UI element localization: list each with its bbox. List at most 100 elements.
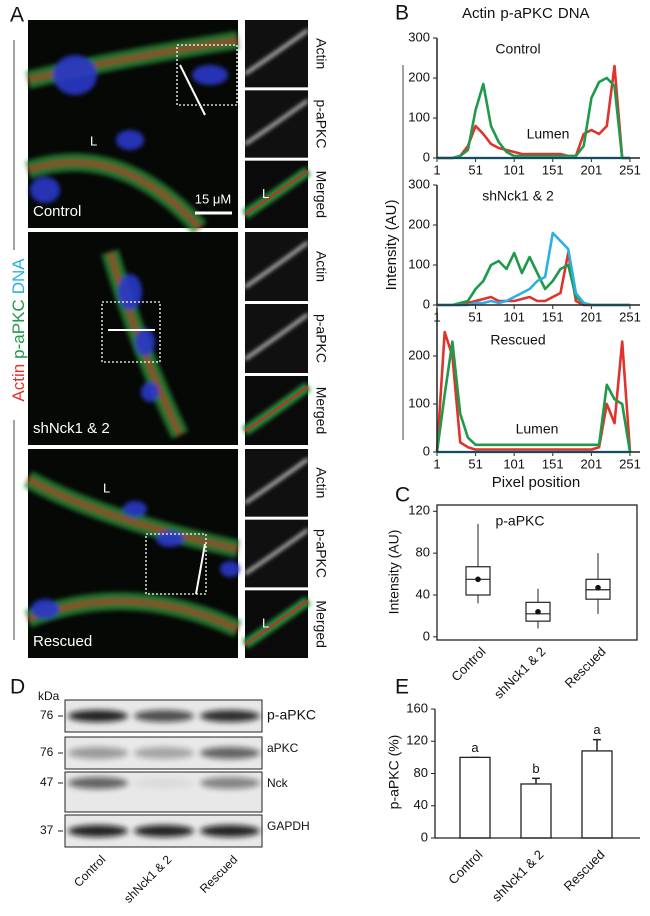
- nucleus: [116, 130, 144, 150]
- x-tick-label: 101: [503, 162, 525, 177]
- inset-signal: [244, 385, 309, 433]
- y-tick-label: 300: [408, 176, 430, 191]
- roi-box: [101, 301, 161, 363]
- significance-letter: a: [471, 740, 479, 755]
- blot-label: Nck: [267, 776, 289, 790]
- bar: [581, 750, 613, 839]
- x-tick-label: 151: [542, 162, 564, 177]
- y-tick-label: 0: [423, 149, 430, 164]
- nucleus: [123, 501, 147, 517]
- legend-entry: DNA: [558, 5, 590, 22]
- x-tick-label: 251: [619, 309, 641, 324]
- inset-lumen-label: L: [262, 186, 269, 201]
- mean: [475, 576, 481, 583]
- y-tick-label: 0: [423, 296, 430, 311]
- annotation: Lumen: [516, 421, 559, 437]
- y-tick-label: 0: [421, 829, 428, 844]
- y-tick-label: 120: [406, 733, 428, 748]
- x-tick-label: 201: [581, 309, 603, 324]
- channel-label: Actin: [313, 251, 329, 282]
- x-tick-label: 201: [581, 456, 603, 471]
- nucleus: [31, 599, 59, 619]
- legend-entry: p-aPKC: [500, 5, 553, 22]
- y-tick-label: 100: [408, 395, 430, 410]
- legend-entry: Actin: [462, 5, 495, 22]
- x-tick-label: shNck1 & 2: [491, 644, 549, 702]
- lumen-label: L: [103, 480, 110, 495]
- x-tick-label: 151: [542, 309, 564, 324]
- condition-label: shNck1 & 2: [33, 420, 110, 437]
- mw-label: 76: [40, 745, 54, 759]
- cell-shapes: [25, 31, 240, 235]
- y-tick-label: 40: [414, 797, 428, 812]
- x-tick-label: Control: [448, 644, 488, 684]
- y-axis-label: Intensity (AU): [386, 530, 402, 615]
- cell-shapes: [101, 249, 189, 439]
- significance-letter: b: [532, 761, 539, 776]
- blot-band: [68, 747, 128, 759]
- x-tick-label: 51: [468, 456, 482, 471]
- y-tick-label: 100: [408, 109, 430, 124]
- y-tick-label: 40: [416, 586, 430, 601]
- x-tick-label: 251: [619, 162, 641, 177]
- profile-line: [179, 64, 206, 116]
- y-tick-label: 100: [408, 256, 430, 271]
- inset-signal: [244, 99, 309, 146]
- blot-band: [200, 747, 260, 759]
- y-axis-label: Intensity (AU): [383, 200, 400, 291]
- nucleus: [30, 177, 60, 203]
- y-tick-label: 300: [408, 29, 430, 44]
- x-tick-label: 101: [503, 309, 525, 324]
- roi-box: [145, 533, 207, 595]
- bar: [520, 783, 552, 839]
- profile-line: [437, 231, 630, 307]
- cell-red: [27, 477, 239, 551]
- channel-label: p-aPKC: [313, 529, 329, 578]
- inset-signal: [244, 169, 309, 216]
- x-tick-label: Rescued: [562, 644, 609, 691]
- lane-label: Control: [71, 852, 108, 889]
- profile-line: [437, 76, 630, 160]
- chart-title: Rescued: [490, 332, 545, 348]
- condition-label: Rescued: [33, 633, 92, 650]
- channel-label: Merged: [313, 387, 329, 434]
- lumen-label: L: [90, 133, 97, 148]
- channel-label: p-aPKC: [313, 99, 329, 148]
- blot-label: GAPDH: [267, 819, 310, 833]
- y-tick-label: 80: [416, 545, 430, 560]
- mw-label: 76: [40, 708, 54, 722]
- x-tick-label: 101: [503, 456, 525, 471]
- lane-label: shNck1 & 2: [121, 852, 175, 906]
- x-tick-label: 251: [619, 456, 641, 471]
- cell-red: [27, 160, 202, 230]
- channel-label: p-aPKC: [313, 314, 329, 363]
- y-tick-label: 200: [408, 69, 430, 84]
- profile-line: [435, 330, 632, 453]
- x-tick-label: 51: [468, 162, 482, 177]
- lane-label: Rescued: [197, 852, 240, 895]
- cell-red: [27, 38, 239, 82]
- panel-label: B: [395, 2, 409, 25]
- panel-label: E: [395, 676, 409, 699]
- nucleus: [118, 274, 142, 310]
- blot-band: [134, 710, 194, 722]
- annotation: Lumen: [527, 126, 570, 142]
- mw-label: 47: [40, 775, 54, 789]
- x-tick-label: Control: [445, 847, 485, 887]
- micrograph: [28, 449, 238, 658]
- legend-entry: Actin: [9, 364, 28, 402]
- chart-title: Control: [495, 41, 540, 57]
- channel-legend: Actin p-aPKC DNA: [9, 258, 28, 402]
- inset-signal: [244, 599, 309, 646]
- scale-bar-label: 15 μM: [195, 191, 231, 206]
- nucleus: [220, 561, 240, 577]
- mw-label: 37: [40, 823, 54, 837]
- y-axis-label: p-aPKC (%): [386, 735, 402, 810]
- mw-unit: kDa: [38, 689, 60, 703]
- x-tick-label: 1: [433, 456, 440, 471]
- mean: [535, 608, 541, 615]
- blot-band: [134, 777, 194, 789]
- x-tick-label: 1: [433, 162, 440, 177]
- inset-signal: [244, 241, 309, 289]
